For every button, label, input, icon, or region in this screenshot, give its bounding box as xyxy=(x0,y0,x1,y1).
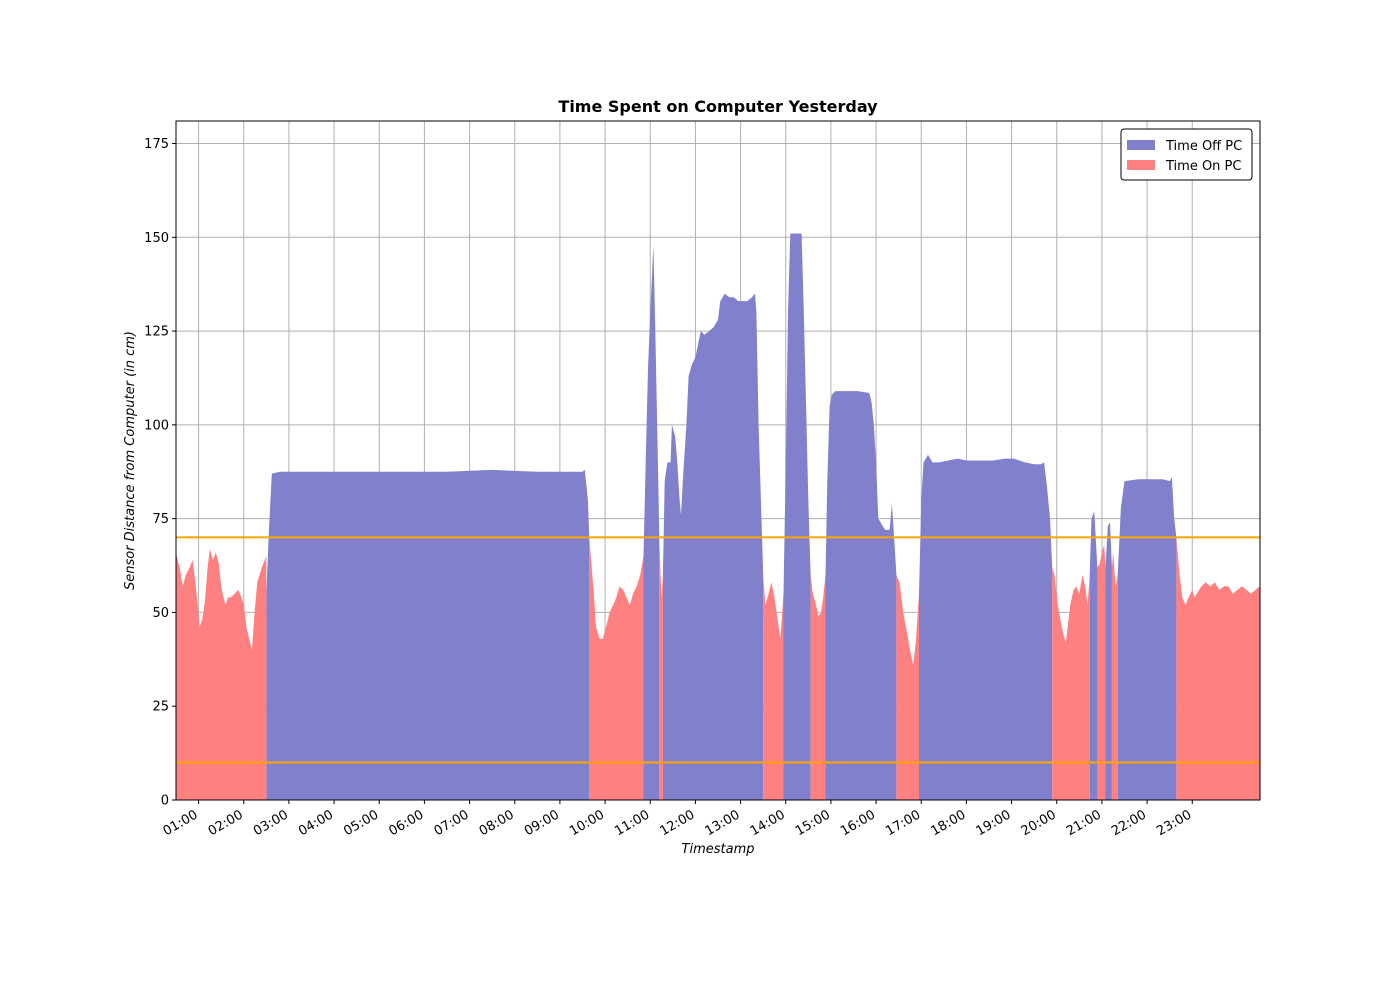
x-tick-label: 15:00 xyxy=(793,807,833,839)
x-tick-label: 10:00 xyxy=(567,807,607,839)
x-tick-label: 14:00 xyxy=(748,807,788,839)
area-time-on-pc xyxy=(763,574,784,800)
area-time-on-pc xyxy=(1052,567,1090,800)
x-tick-label: 20:00 xyxy=(1019,807,1059,839)
area-time-on-pc xyxy=(659,537,663,800)
area-time-off-pc xyxy=(1089,511,1098,800)
x-axis-ticks: 01:00 02:00 03:00 04:00 05:00 06:00 07:00 08:00… xyxy=(161,800,1194,839)
area-time-off-pc xyxy=(266,469,590,800)
x-tick-label: 11:00 xyxy=(612,807,652,839)
legend-swatch-time-on-pc xyxy=(1127,160,1155,170)
x-tick-label: 06:00 xyxy=(386,807,426,839)
area-time-off-pc xyxy=(919,454,1053,800)
area-time-on-pc xyxy=(1176,537,1260,800)
legend-swatch-time-off-pc xyxy=(1127,140,1155,150)
x-tick-label: 07:00 xyxy=(432,807,472,839)
threshold-lines xyxy=(176,536,1260,764)
area-time-on-pc xyxy=(1111,552,1118,800)
x-tick-label: 09:00 xyxy=(522,807,562,839)
x-tick-label: 02:00 xyxy=(206,807,246,839)
legend: Time Off PC Time On PC xyxy=(1120,128,1253,181)
y-tick-label: 75 xyxy=(152,512,169,527)
x-tick-label: 18:00 xyxy=(928,807,968,839)
x-tick-label: 21:00 xyxy=(1064,807,1104,839)
y-tick-label: 175 xyxy=(144,137,169,152)
x-tick-label: 22:00 xyxy=(1109,807,1149,839)
y-tick-label: 100 xyxy=(144,418,169,433)
y-tick-label: 25 xyxy=(152,700,169,715)
area-time-on-pc xyxy=(810,574,826,800)
plot-areas xyxy=(176,233,1260,801)
area-time-on-pc xyxy=(176,548,267,800)
plot-frame xyxy=(175,120,1261,801)
y-axis-ticks: 0 25 50 75 100 125 150 175 xyxy=(144,137,176,809)
area-time-off-pc xyxy=(662,293,764,800)
area-time-off-pc xyxy=(825,391,897,800)
y-tick-label: 50 xyxy=(152,606,169,621)
x-tick-label: 23:00 xyxy=(1154,807,1194,839)
x-tick-label: 08:00 xyxy=(477,807,517,839)
y-tick-label: 150 xyxy=(144,231,169,246)
y-tick-label: 0 xyxy=(161,794,169,809)
x-tick-label: 17:00 xyxy=(883,807,923,839)
y-tick-label: 125 xyxy=(144,325,169,340)
x-tick-label: 03:00 xyxy=(251,807,291,839)
legend-label: Time On PC xyxy=(1165,159,1241,174)
x-tick-label: 04:00 xyxy=(296,807,336,839)
x-tick-label: 19:00 xyxy=(974,807,1014,839)
area-time-on-pc xyxy=(896,574,919,800)
x-axis-label: Timestamp xyxy=(682,842,755,857)
area-time-on-pc xyxy=(1097,544,1106,800)
x-tick-label: 01:00 xyxy=(161,807,201,839)
x-tick-label: 13:00 xyxy=(703,807,743,839)
legend-label: Time Off PC xyxy=(1165,139,1242,154)
x-tick-label: 05:00 xyxy=(341,807,381,839)
x-tick-label: 12:00 xyxy=(657,807,697,839)
x-tick-label: 16:00 xyxy=(838,807,878,839)
area-time-off-pc xyxy=(643,244,660,801)
area-time-off-pc xyxy=(1105,522,1112,800)
area-time-off-pc xyxy=(783,233,811,800)
y-axis-label: Sensor Distance from Computer (in cm) xyxy=(123,331,138,590)
area-time-off-pc xyxy=(1117,477,1177,800)
chart-title: Time Spent on Computer Yesterday xyxy=(558,97,878,116)
area-time-on-pc xyxy=(589,537,644,800)
